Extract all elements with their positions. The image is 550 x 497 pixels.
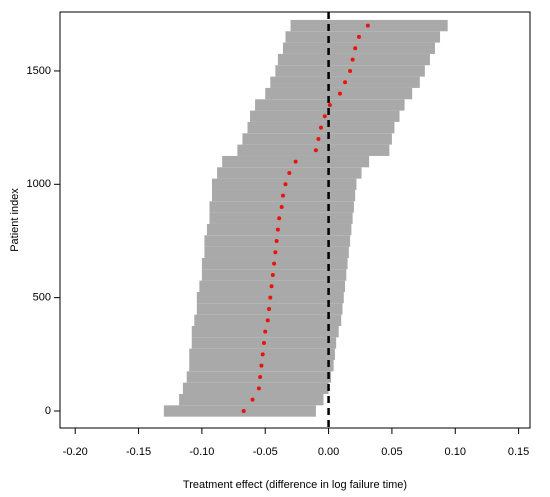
estimate-point xyxy=(343,80,348,85)
estimate-point xyxy=(275,227,280,232)
estimate-point xyxy=(316,136,321,141)
interval-bar xyxy=(285,31,441,43)
estimate-point xyxy=(327,102,332,107)
x-tick-label: 0.15 xyxy=(508,446,529,458)
interval-bar xyxy=(282,42,435,54)
estimate-point xyxy=(274,238,279,243)
estimate-point xyxy=(322,114,327,119)
estimate-point xyxy=(269,284,274,289)
estimate-point xyxy=(268,295,273,300)
estimate-point xyxy=(265,318,270,323)
estimate-point xyxy=(261,340,266,345)
x-axis-label: Treatment effect (difference in log fail… xyxy=(183,479,407,491)
estimate-point xyxy=(258,374,263,379)
estimate-point xyxy=(272,261,277,266)
estimate-point xyxy=(350,57,355,62)
estimate-point xyxy=(356,34,361,39)
estimate-point xyxy=(348,68,353,73)
interval-bar xyxy=(237,144,390,156)
estimate-point xyxy=(353,46,358,51)
estimate-point xyxy=(267,306,272,311)
estimate-point xyxy=(270,272,275,277)
x-tick-label: 0.00 xyxy=(318,446,339,458)
estimate-point xyxy=(283,182,288,187)
interval-bar xyxy=(182,382,329,394)
estimate-point xyxy=(250,397,255,402)
interval-bar xyxy=(163,405,316,417)
estimate-point xyxy=(260,352,265,357)
estimate-point xyxy=(337,91,342,96)
y-tick-label: 500 xyxy=(33,292,51,304)
estimate-point xyxy=(279,204,284,209)
y-tick-label: 1000 xyxy=(27,178,51,190)
x-tick-label: 0.05 xyxy=(381,446,402,458)
estimate-point xyxy=(287,170,292,175)
estimate-point xyxy=(256,386,261,391)
x-tick-label: 0.10 xyxy=(445,446,466,458)
x-tick-label: -0.20 xyxy=(63,446,88,458)
estimate-point xyxy=(293,159,298,164)
x-tick-label: -0.15 xyxy=(126,446,151,458)
estimate-point xyxy=(365,23,370,28)
estimate-point xyxy=(313,148,318,153)
y-axis-label: Patient index xyxy=(9,188,21,252)
y-tick-label: 1500 xyxy=(27,65,51,77)
estimate-point xyxy=(259,363,264,368)
estimate-point xyxy=(263,329,268,334)
plot-frame xyxy=(59,11,531,429)
x-tick-label: -0.05 xyxy=(253,446,278,458)
x-tick-label: -0.10 xyxy=(189,446,214,458)
estimate-point xyxy=(318,125,323,130)
estimate-point xyxy=(280,193,285,198)
estimate-point xyxy=(277,216,282,221)
estimate-point xyxy=(273,250,278,255)
estimate-point xyxy=(241,408,246,413)
y-tick-label: 0 xyxy=(45,405,51,417)
